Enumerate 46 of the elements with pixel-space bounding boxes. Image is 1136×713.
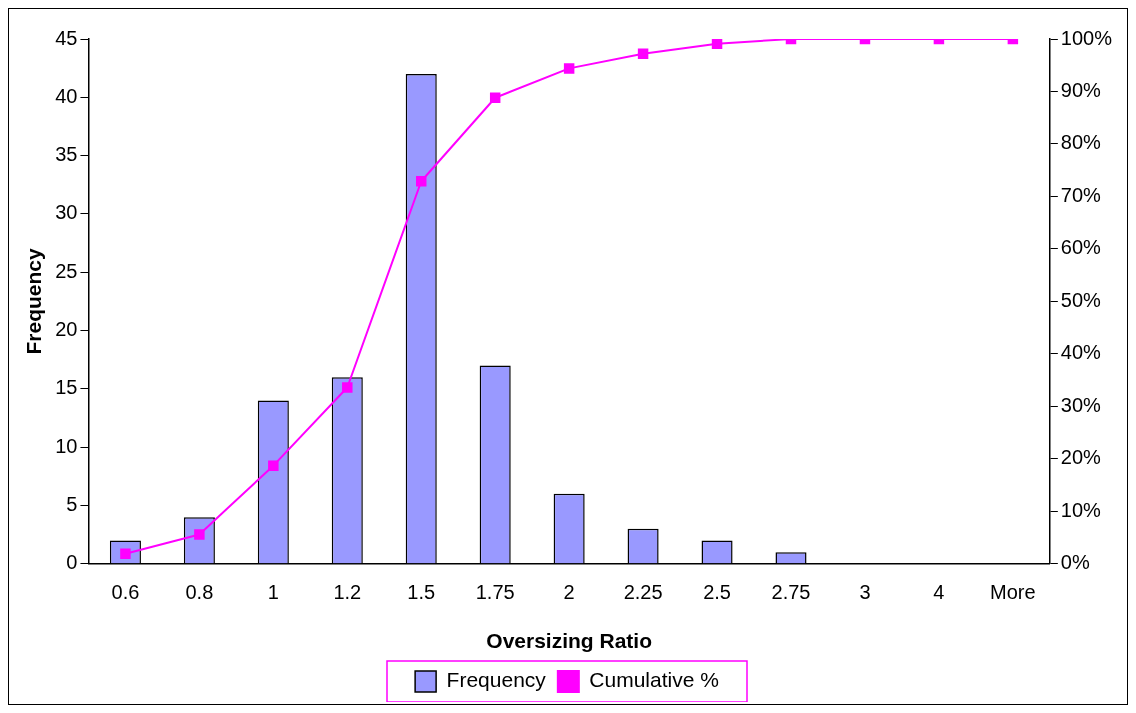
point — [637, 48, 649, 59]
y2-tick-label: 100% — [1060, 26, 1113, 49]
x-axis-title: Oversizing Ratio — [486, 629, 652, 653]
y-tick-label: 20 — [55, 318, 78, 341]
y-tick-label: 30 — [55, 201, 78, 224]
y2-tick-label: 0% — [1060, 551, 1090, 574]
y-tick-label: 35 — [55, 143, 78, 166]
y2-tick-label: 20% — [1060, 446, 1102, 469]
point — [342, 382, 353, 393]
point — [711, 39, 723, 49]
y-tick-label: 45 — [55, 26, 78, 49]
point — [563, 63, 575, 74]
x-tick-label: 1.75 — [475, 581, 515, 604]
y2-tick-label: 30% — [1060, 393, 1102, 416]
x-tick-label: 1.2 — [333, 581, 362, 604]
y2-tick-label: 60% — [1060, 236, 1102, 259]
x-tick-label: 2 — [563, 581, 575, 604]
x-tick-label: 3 — [859, 581, 871, 604]
x-tick-label: More — [990, 581, 1036, 604]
y2-tick-label: 10% — [1060, 498, 1102, 521]
y2-tick-label: 40% — [1060, 341, 1102, 364]
y2-tick-label: 70% — [1060, 183, 1102, 206]
y2-tick-label: 80% — [1060, 131, 1102, 154]
x-tick-label: 0.6 — [111, 581, 140, 604]
x-tick-label: 2.75 — [771, 581, 811, 604]
point — [268, 460, 279, 471]
y-tick-label: 10 — [55, 434, 78, 457]
y2-tick-label: 90% — [1060, 79, 1102, 101]
y-tick-label: 15 — [55, 376, 78, 399]
x-tick-label: 0.8 — [185, 581, 214, 604]
x-tick-label: 1.5 — [407, 581, 436, 604]
point — [194, 529, 205, 540]
y-tick-label: 40 — [55, 84, 78, 107]
x-tick-label: 2.5 — [703, 581, 731, 604]
point — [416, 175, 427, 187]
x-tick-label: 2.25 — [623, 581, 663, 604]
x-tick-label: 1 — [267, 581, 279, 604]
y-axis-title: Frequency — [22, 247, 46, 355]
y-tick-label: 5 — [66, 493, 78, 515]
x-tick-label: 4 — [933, 581, 945, 604]
y-tick-label: 0 — [66, 551, 78, 574]
y2-tick-label: 50% — [1060, 288, 1102, 311]
legend-label: Frequency — [446, 668, 547, 692]
point — [489, 92, 501, 104]
legend-label: Cumulative % — [589, 668, 719, 692]
y-tick-label: 25 — [55, 259, 78, 282]
